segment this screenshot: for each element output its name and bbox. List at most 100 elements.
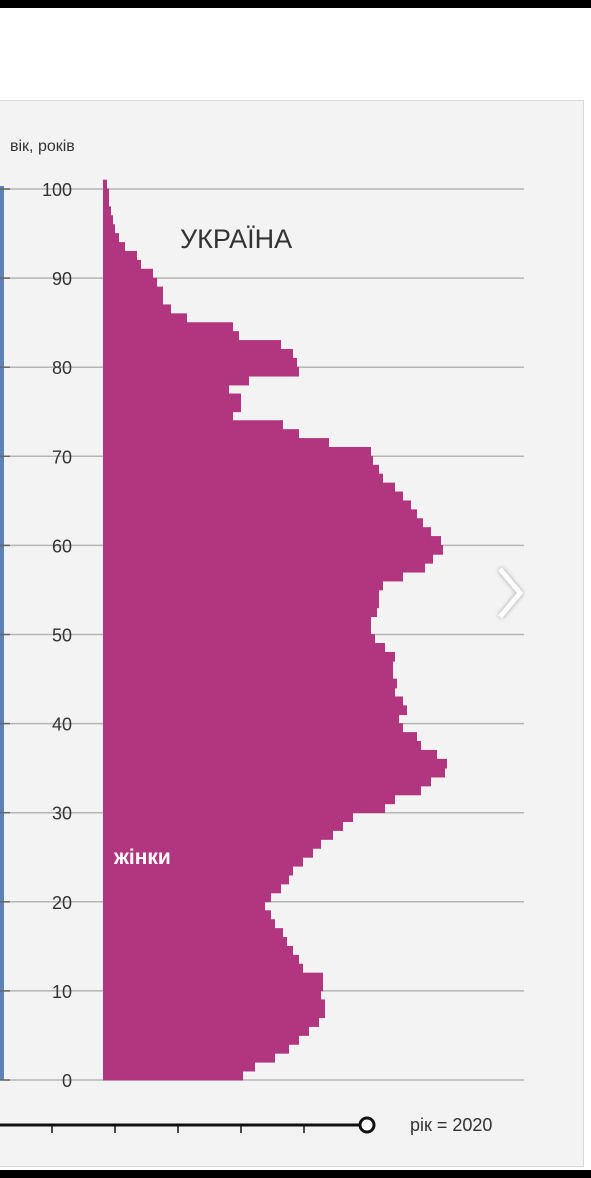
bar-age-51: [103, 616, 371, 626]
y-tick-label: 50: [52, 626, 72, 646]
bar-age-74: [103, 411, 233, 422]
bar-age-71: [103, 438, 329, 448]
chevron-right-icon: [498, 567, 524, 619]
bar-age-97: [103, 206, 111, 217]
y-tick-label: 40: [52, 715, 72, 735]
bar-age-16: [103, 928, 283, 938]
bar-age-52: [103, 607, 377, 618]
bar-age-35: [103, 758, 447, 769]
bar-age-98: [103, 197, 109, 208]
bar-age-34: [103, 767, 445, 778]
top-edge: [0, 0, 591, 8]
bar-age-57: [103, 562, 425, 573]
bar-age-66: [103, 482, 395, 493]
bar-age-46: [103, 660, 393, 671]
bar-age-99: [103, 188, 109, 199]
bar-age-84: [103, 322, 233, 332]
bar-age-56: [103, 571, 403, 582]
bar-age-22: [103, 874, 289, 885]
bar-age-83: [103, 331, 239, 341]
bar-age-17: [103, 919, 275, 929]
bar-age-92: [103, 250, 137, 261]
bar-age-65: [103, 491, 403, 502]
bar-age-77: [103, 384, 229, 395]
bar-age-10: [103, 981, 323, 992]
bar-age-96: [103, 215, 113, 226]
bar-age-27: [103, 830, 333, 840]
bar-age-64: [103, 500, 411, 511]
bar-age-79: [103, 366, 299, 377]
bar-age-75: [103, 402, 241, 413]
bar-age-11: [103, 972, 323, 983]
bar-age-33: [103, 776, 431, 787]
bar-age-41: [103, 705, 407, 716]
bar-age-9: [103, 990, 321, 1001]
bar-age-76: [103, 393, 241, 404]
bar-age-28: [103, 821, 343, 831]
bar-age-40: [103, 714, 399, 724]
bar-age-55: [103, 580, 383, 591]
y-tick-label: 10: [52, 982, 72, 1002]
series-label-women: жінки: [113, 846, 171, 869]
next-chart-button[interactable]: [490, 563, 534, 623]
bar-age-32: [103, 785, 421, 796]
bar-age-25: [103, 847, 313, 858]
bar-age-48: [103, 643, 385, 653]
bar-age-43: [103, 687, 395, 698]
bottom-edge: [0, 1170, 591, 1178]
bar-age-21: [103, 883, 281, 894]
bar-age-44: [103, 678, 397, 689]
bar-age-42: [103, 696, 403, 707]
bar-age-91: [103, 259, 141, 270]
bar-age-90: [103, 268, 153, 279]
bar-age-59: [103, 545, 443, 555]
bar-age-39: [103, 723, 403, 733]
year-label: рік = 2020: [410, 1115, 492, 1135]
bar-age-94: [103, 233, 119, 243]
bar-age-100: [103, 179, 107, 190]
y-tick-label: 80: [52, 358, 72, 378]
bar-age-95: [103, 224, 115, 234]
bar-age-6: [103, 1017, 319, 1027]
bar-age-20: [103, 892, 271, 903]
bar-age-7: [103, 1008, 325, 1019]
y-tick-labels: 0 10 20 30 40 50 60 70 80 90 100: [42, 180, 72, 1091]
bar-age-53: [103, 598, 379, 609]
y-tick-label: 0: [62, 1071, 72, 1091]
bar-age-38: [103, 732, 417, 742]
bar-age-62: [103, 518, 423, 528]
bar-age-18: [103, 910, 271, 921]
bar-age-3: [103, 1043, 289, 1054]
bar-age-47: [103, 651, 395, 662]
bar-age-0: [103, 1070, 243, 1081]
slider-handle[interactable]: [358, 1116, 376, 1134]
bar-age-30: [103, 803, 385, 814]
bar-age-23: [103, 865, 293, 876]
y-tick-label: 100: [42, 180, 72, 200]
male-bars-edge: [0, 186, 4, 1080]
bar-age-80: [103, 357, 297, 368]
bar-age-58: [103, 553, 433, 564]
y-tick-label: 60: [52, 536, 72, 556]
bar-age-12: [103, 963, 303, 974]
year-slider[interactable]: [0, 1116, 376, 1134]
bar-age-63: [103, 509, 417, 520]
bar-age-31: [103, 794, 395, 805]
y-axis-label: вік, років: [10, 138, 75, 155]
bar-age-13: [103, 954, 299, 965]
bar-age-45: [103, 669, 393, 680]
bar-age-85: [103, 313, 187, 324]
bar-age-14: [103, 945, 293, 956]
bar-age-29: [103, 812, 353, 823]
bar-age-19: [103, 901, 265, 912]
bar-age-8: [103, 999, 325, 1010]
y-tick-label: 90: [52, 269, 72, 289]
bar-age-78: [103, 375, 249, 386]
bar-age-26: [103, 839, 321, 849]
bar-age-88: [103, 286, 163, 297]
bar-age-5: [103, 1026, 309, 1036]
female-bars: [103, 179, 447, 1081]
bar-age-86: [103, 304, 171, 315]
bar-age-93: [103, 242, 125, 252]
